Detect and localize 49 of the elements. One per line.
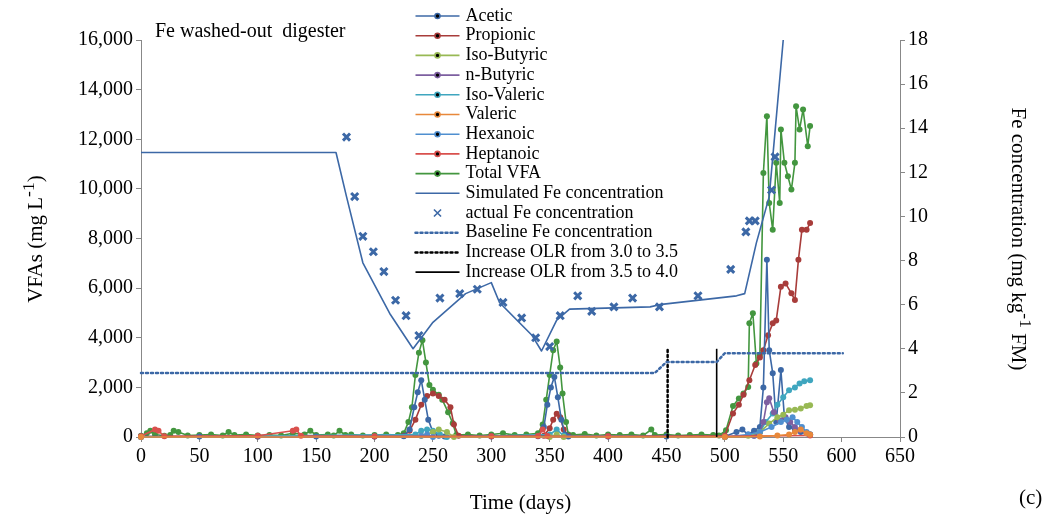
y2-tick-label: 6 [908, 291, 918, 314]
legend-label: Total VFA [465, 162, 542, 183]
y2-tick-label: 14 [908, 115, 928, 138]
x-tick-label: 200 [359, 444, 390, 467]
x-tick-label: 650 [885, 444, 915, 467]
legend-label: Increase OLR from 3.0 to 3.5 [465, 241, 678, 262]
y-tick-label: 14,000 [78, 76, 133, 99]
y2-tick-label: 8 [908, 247, 918, 270]
legend-label: Simulated Fe concentration [465, 182, 664, 203]
legend-label: Acetic [465, 4, 513, 25]
y2-tick-label: 16 [908, 71, 928, 94]
x-tick-label: 300 [476, 444, 507, 467]
x-tick-label: 350 [534, 444, 565, 467]
y2-tick-label: 0 [908, 424, 918, 447]
legend-label: n-Butyric [465, 63, 535, 84]
x-axis-title: Time (days) [469, 489, 572, 514]
y-tick-label: 0 [123, 424, 133, 447]
y-tick-label: 16,000 [78, 27, 133, 50]
x-tick-label: 150 [301, 444, 332, 467]
x-tick-label: 450 [651, 444, 682, 467]
y2-tick-label: 18 [908, 27, 928, 50]
legend-label: Iso-Valeric [465, 83, 545, 104]
y-tick-label: 4,000 [88, 325, 133, 347]
y-tick-label: 6,000 [88, 275, 133, 298]
legend-label: Baseline Fe concentration [465, 221, 653, 242]
x-tick-label: 400 [593, 444, 624, 467]
legend-label: Hexanoic [465, 122, 535, 143]
x-tick-label: 550 [768, 444, 799, 467]
legend-label: Valeric [465, 103, 517, 124]
legend-label: Iso-Butyric [465, 44, 548, 65]
chart-title: Fe washed-out digester [155, 19, 346, 43]
legend-label: Propionic [465, 24, 536, 45]
y2-tick-label: 2 [908, 380, 918, 403]
x-tick-label: 250 [417, 444, 448, 467]
x-tick-label: 500 [709, 444, 740, 467]
y-tick-label: 10,000 [78, 176, 133, 199]
y-tick-label: 8,000 [88, 225, 133, 248]
text: (c) [1019, 485, 1043, 510]
y-tick-label: 12,000 [78, 126, 133, 149]
x-tick-label: 100 [242, 444, 273, 467]
y2-tick-label: 4 [908, 336, 918, 359]
legend-label: Heptanoic [465, 142, 540, 163]
legend-label: Increase OLR from 3.5 to 4.0 [465, 260, 678, 281]
legend-label: actual Fe concentration [465, 201, 634, 222]
x-tick-label: 600 [826, 444, 857, 467]
y2-tick-label: 12 [908, 159, 928, 182]
x-tick-label: 50 [189, 444, 210, 467]
y2-tick-label: 10 [908, 203, 928, 226]
y-tick-label: 2,000 [88, 374, 133, 397]
